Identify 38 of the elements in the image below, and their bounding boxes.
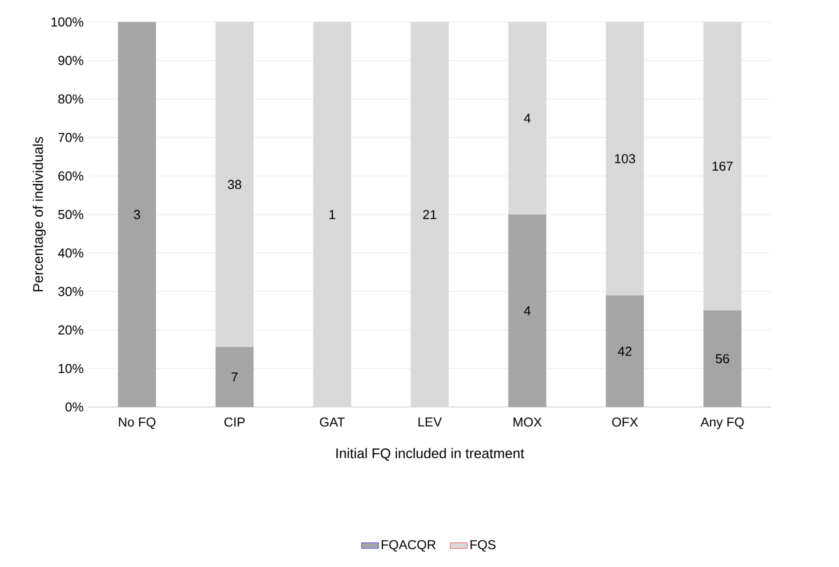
bar [118,22,156,407]
bar [703,310,742,407]
y-tick-label: 40% [58,248,84,258]
bar [508,214,546,407]
x-tick-label: LEV [418,418,442,426]
annotation: 56 [716,354,730,364]
x-tick-label: GAT [320,417,345,427]
annotation: 167 [712,162,733,171]
bar [216,346,254,407]
y-tick-label: 80% [58,94,84,104]
y-tick-label: 10% [58,364,84,374]
y-tick-label: 50% [58,210,84,220]
y-tick-label: 100% [52,17,84,27]
annotation: 38 [228,180,242,190]
annotation: 103 [615,154,636,164]
x-axis-title: Initial FQ included in treatment [336,448,524,461]
y-tick-label: 70% [58,132,84,142]
annotation: 21 [423,210,436,220]
y-axis-title: Percentage of individuals [32,137,46,292]
y-tick-label: 0% [65,402,84,412]
annotation: 4 [524,306,531,316]
x-tick-label: CIP [224,417,245,427]
annotation: 3 [134,210,140,220]
legend-label: FQS [470,540,496,552]
x-tick-label: Any FQ [700,417,744,430]
legend-label: FQACQR [382,540,436,552]
annotation: 7 [232,372,238,382]
y-tick-label: 90% [58,56,84,66]
x-tick-label: MOX [514,417,542,427]
x-tick-label: OFX [612,417,638,427]
bar [606,295,644,407]
x-tick-label: No FQ [118,417,156,429]
annotation: 4 [524,114,531,123]
y-tick-label: 30% [58,286,84,296]
y-tick-label: 60% [58,171,84,181]
annotation: 42 [618,346,632,356]
y-tick-label: 20% [58,325,84,335]
annotation: 1 [330,210,336,219]
